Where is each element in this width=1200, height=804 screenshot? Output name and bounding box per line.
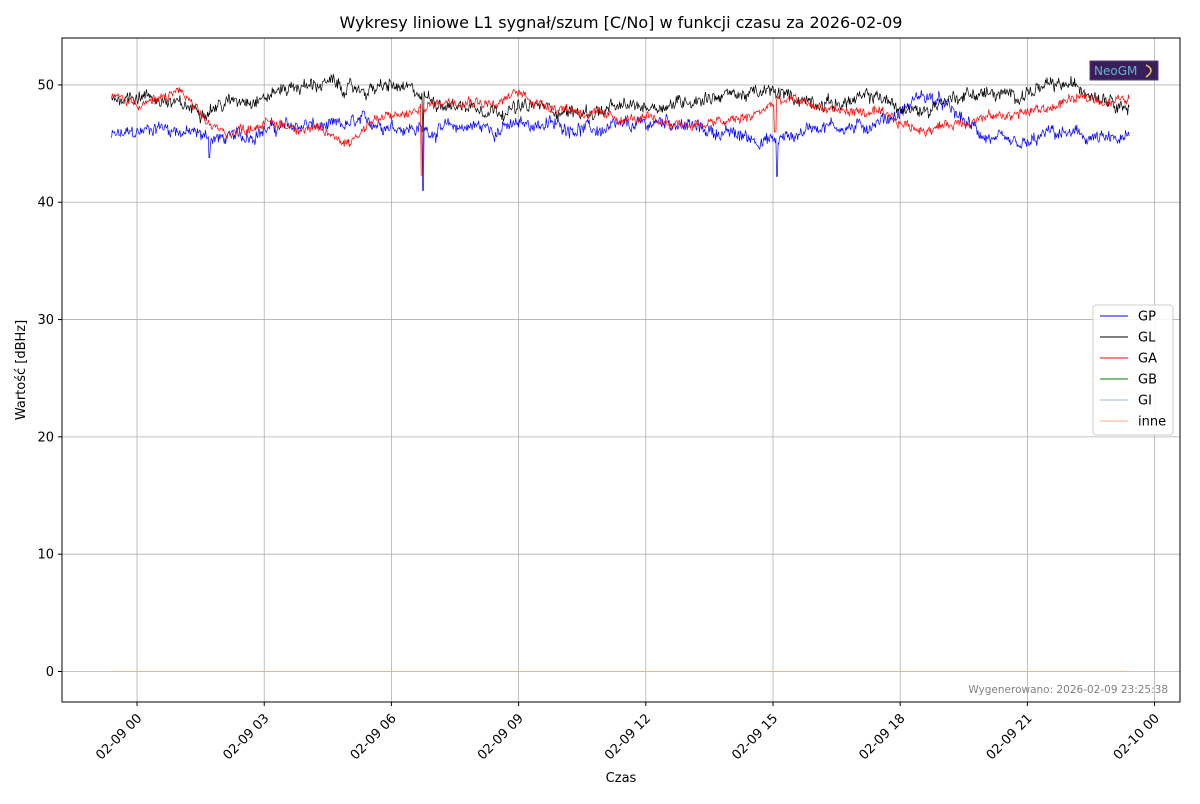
- y-tick-label: 40: [37, 196, 54, 211]
- logo-arc-icon: [1145, 64, 1152, 78]
- legend: GP GL GA GB GI inne: [1092, 304, 1174, 436]
- y-axis-label: Wartość [dBHz]: [14, 320, 29, 420]
- footnote: Wygenerowano: 2026-02-09 23:25:38: [968, 684, 1168, 696]
- legend-label-ga: GA: [1138, 352, 1157, 367]
- x-axis-label: Czas: [606, 771, 637, 786]
- legend-label-gb: GB: [1138, 373, 1157, 388]
- legend-label-gi: GI: [1138, 394, 1152, 409]
- y-tick-label: 10: [37, 548, 54, 563]
- series-line-gl: [111, 73, 1130, 133]
- legend-label-gp: GP: [1138, 310, 1156, 325]
- series-line-ga: [111, 87, 1130, 176]
- logo-text: NeoGM: [1094, 64, 1137, 78]
- y-tick-label: 50: [37, 78, 54, 93]
- y-tick-label: 20: [37, 430, 54, 445]
- y-tick-label: 0: [46, 665, 54, 680]
- legend-label-gl: GL: [1138, 331, 1156, 346]
- series-line-gp: [111, 90, 1130, 191]
- legend-label-inne: inne: [1138, 415, 1166, 430]
- logo-badge: NeoGM: [1089, 60, 1159, 81]
- plot-series: [111, 73, 1130, 672]
- plot-frame: [61, 37, 1181, 703]
- y-tick-label: 30: [37, 313, 54, 328]
- logo-background: [1089, 60, 1159, 81]
- chart-title: Wykresy liniowe L1 sygnał/szum [C/No] w …: [340, 13, 903, 32]
- grid-lines: [62, 38, 1180, 702]
